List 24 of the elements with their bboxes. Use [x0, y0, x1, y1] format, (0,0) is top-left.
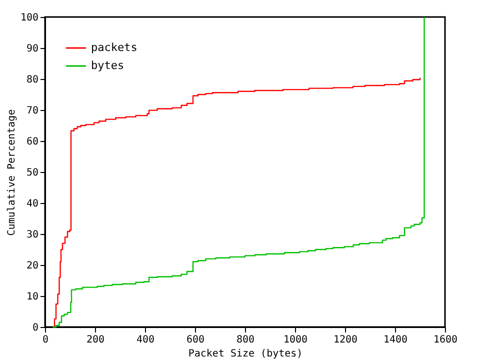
y-tick-label: 80: [26, 74, 38, 86]
x-tick-label: 1600: [433, 334, 458, 346]
y-tick-label: 70: [26, 106, 38, 116]
legend-label: packets: [91, 41, 138, 54]
x-axis-title: Packet Size (bytes): [188, 348, 303, 360]
legend-label: bytes: [91, 59, 124, 72]
y-tick-label: 10: [26, 292, 38, 302]
x-tick-label: 1200: [333, 334, 358, 346]
x-tick-label: 600: [186, 334, 205, 346]
y-tick-label: 0: [32, 322, 38, 334]
y-tick-label: 90: [26, 44, 38, 54]
y-tick-label: 50: [26, 168, 38, 178]
x-tick-label: 400: [136, 334, 155, 346]
x-tick-label: 200: [86, 334, 105, 346]
x-tick-label: 800: [236, 334, 255, 346]
x-tick-label: 1400: [383, 334, 408, 346]
y-tick-label: 40: [26, 198, 38, 210]
y-tick-label: 100: [20, 12, 38, 24]
y-axis-title: Cumulative Percentage: [6, 109, 18, 236]
x-tick-label: 1000: [283, 334, 308, 346]
y-tick-label: 30: [26, 230, 38, 240]
x-tick-label: 0: [42, 334, 49, 346]
y-tick-label: 20: [26, 260, 38, 272]
y-tick-label: 60: [26, 136, 38, 148]
